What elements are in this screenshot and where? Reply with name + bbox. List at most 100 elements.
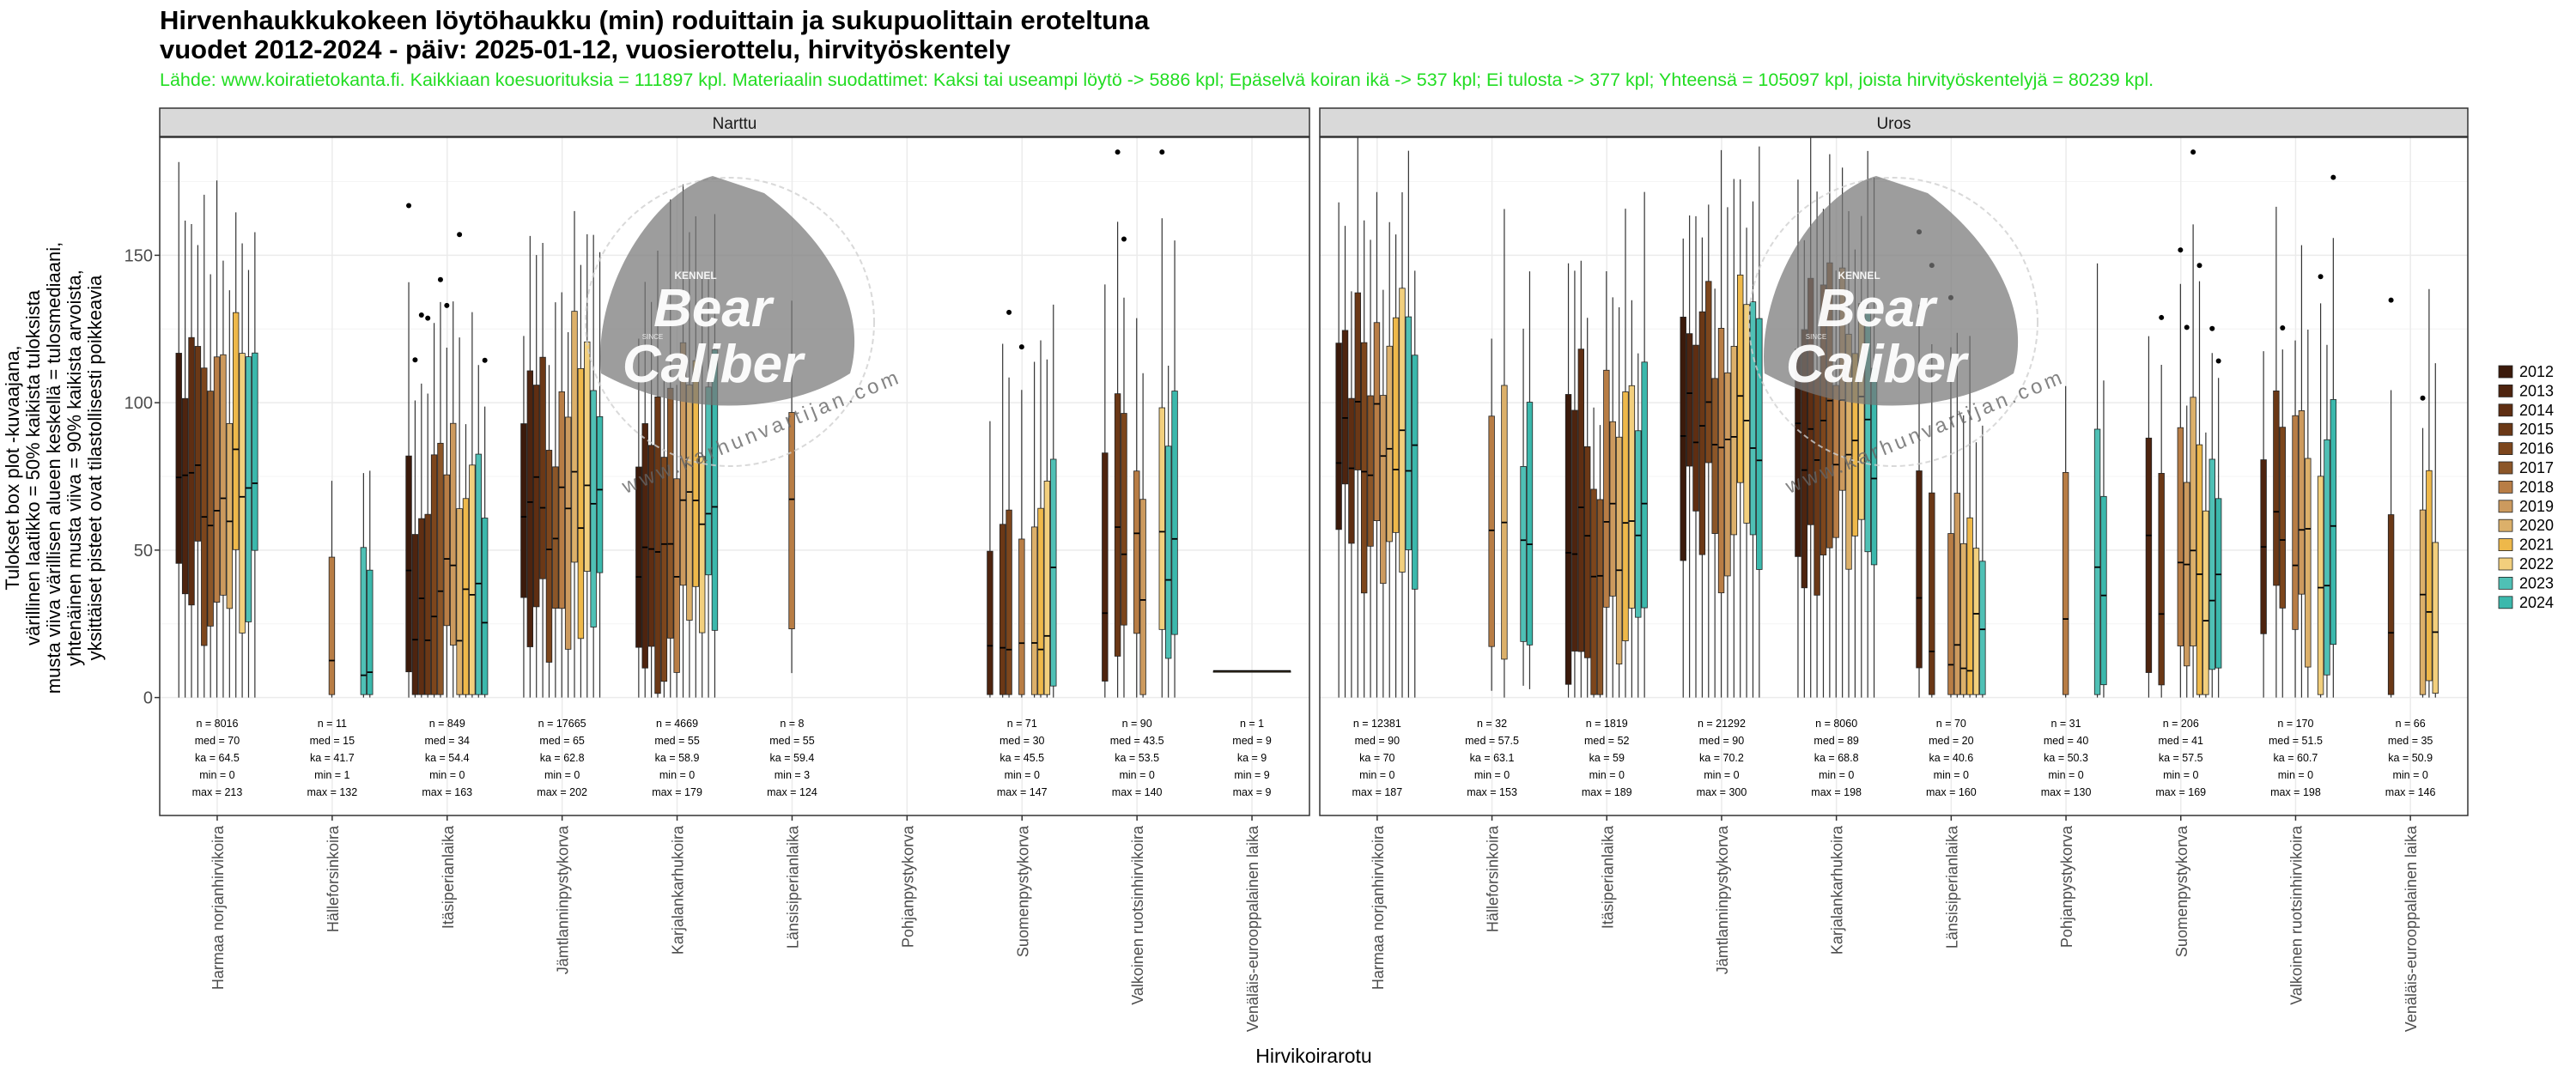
- box-body: [252, 352, 258, 551]
- outlier-point: [457, 232, 463, 238]
- box-body: [1743, 304, 1750, 524]
- watermark-badge: SINCE: [642, 333, 663, 341]
- x-tick-label: Itäsiperianlaika: [440, 825, 457, 929]
- box-body: [641, 423, 648, 669]
- stat-label: med = 34: [425, 735, 471, 747]
- stat-label: med = 57.5: [1465, 735, 1519, 747]
- stat-label: max = 132: [307, 786, 357, 798]
- outlier-point: [1121, 236, 1127, 242]
- box-body: [2196, 444, 2203, 695]
- stat-label: n = 206: [2163, 718, 2199, 730]
- x-tick-label: Jämtlanninpystykorva: [1714, 825, 1731, 974]
- stat-label: max = 124: [767, 786, 817, 798]
- facet-strip: [159, 107, 1310, 137]
- box-body: [1966, 517, 1973, 695]
- box-body: [1133, 470, 1140, 634]
- stat-label: med = 30: [999, 735, 1045, 747]
- legend-swatch: [2498, 557, 2513, 571]
- legend-label: 2012: [2519, 363, 2554, 380]
- outlier-point: [2159, 314, 2165, 320]
- box-body: [2292, 415, 2299, 630]
- stat-label: med = 55: [769, 735, 815, 747]
- stat-label: ka = 50.9: [2388, 752, 2433, 764]
- box-body: [2177, 427, 2184, 646]
- x-axis-label: Hirvikoirarotu: [1255, 1045, 1371, 1067]
- box-body: [1947, 533, 1954, 695]
- box-body: [2190, 397, 2196, 646]
- box-body: [475, 453, 482, 695]
- y-axis-label-line: värillinen laatikko = 50% kaikista tulok…: [22, 289, 44, 646]
- box-body: [654, 396, 661, 694]
- box-body: [2158, 473, 2165, 686]
- legend-swatch: [2498, 481, 2513, 494]
- box-body: [1488, 415, 1495, 647]
- stat-label: med = 65: [539, 735, 585, 747]
- stat-label: med = 41: [2159, 735, 2204, 747]
- box-body: [1717, 328, 1725, 594]
- box-body: [1030, 526, 1038, 695]
- box-body: [1590, 488, 1597, 695]
- stat-label: med = 9: [1232, 735, 1272, 747]
- stat-label: min = 0: [659, 769, 695, 781]
- stat-label: min = 0: [544, 769, 580, 781]
- box-body: [201, 367, 208, 646]
- legend-label: 2024: [2519, 594, 2554, 611]
- legend-label: 2023: [2519, 574, 2554, 591]
- y-axis-label-line: musta viiva värillisen alueen keskellä =…: [43, 242, 64, 694]
- stat-label: med = 15: [310, 735, 355, 747]
- box-body: [552, 466, 559, 609]
- box-body: [1037, 507, 1044, 695]
- outlier-point: [406, 203, 412, 209]
- outlier-point: [2190, 149, 2196, 155]
- box-body: [456, 508, 463, 695]
- stat-label: max = 169: [2155, 786, 2206, 798]
- y-tick-label: 0: [143, 689, 153, 708]
- box-body: [1641, 361, 1648, 609]
- legend-label: 2016: [2519, 440, 2554, 458]
- box-body: [1380, 395, 1387, 585]
- box-body: [1354, 292, 1361, 470]
- box-body: [2387, 514, 2395, 695]
- stat-label: min = 0: [1589, 769, 1625, 781]
- chart-title-line1: Hirvenhaukkukokeen löytöhaukku (min) rod…: [160, 5, 1150, 35]
- legend-swatch: [2498, 422, 2513, 436]
- stat-label: ka = 62.8: [540, 752, 585, 764]
- outlier-point: [444, 302, 450, 308]
- stat-label: ka = 40.6: [1929, 752, 1973, 764]
- x-tick-label: Harmaa norjanhirvikoira: [210, 825, 227, 990]
- stat-label: n = 8: [780, 718, 804, 730]
- watermark-bear-head: [1764, 176, 2019, 406]
- stat-label: ka = 45.5: [999, 752, 1044, 764]
- box-body: [1392, 317, 1400, 533]
- box-body: [1348, 397, 1355, 544]
- watermark-ring: [585, 177, 875, 467]
- box-body: [577, 367, 585, 640]
- box-body: [1367, 395, 1374, 547]
- outlier-point: [2388, 297, 2394, 303]
- outlier-point: [2215, 358, 2221, 364]
- stat-label: n = 21292: [1698, 718, 1746, 730]
- facet-strip-label: Uros: [1876, 115, 1911, 133]
- stat-label: n = 90: [1122, 718, 1152, 730]
- box-body: [405, 455, 412, 673]
- legend-label: 2021: [2519, 536, 2554, 554]
- box-body: [673, 478, 680, 673]
- legend-swatch: [2498, 384, 2513, 397]
- stat-label: med = 51.5: [2269, 735, 2323, 747]
- stat-label: max = 160: [1926, 786, 1977, 798]
- legend-label: 2018: [2519, 478, 2554, 495]
- legend-label: 2017: [2519, 459, 2554, 476]
- box-body: [526, 370, 534, 647]
- stat-label: ka = 63.1: [1470, 752, 1515, 764]
- box-body: [360, 547, 368, 695]
- stat-label: ka = 58.9: [655, 752, 700, 764]
- stat-label: n = 849: [429, 718, 465, 730]
- box-body: [1360, 342, 1368, 594]
- box-body: [194, 346, 202, 542]
- box-body: [1584, 446, 1591, 658]
- legend-label: 2015: [2519, 421, 2554, 438]
- box-body: [1043, 481, 1051, 695]
- stat-label: ka = 64.5: [195, 752, 240, 764]
- box-body: [987, 550, 993, 695]
- box-body: [1341, 330, 1349, 485]
